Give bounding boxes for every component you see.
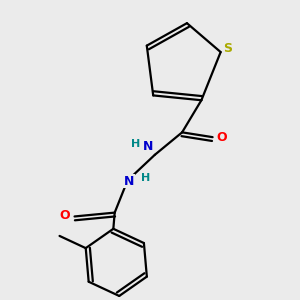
Text: H: H <box>141 173 150 183</box>
Text: O: O <box>216 131 227 144</box>
Text: O: O <box>60 209 70 222</box>
Text: S: S <box>223 42 232 56</box>
Text: N: N <box>124 175 134 188</box>
Text: N: N <box>143 140 154 153</box>
Text: H: H <box>131 139 140 148</box>
